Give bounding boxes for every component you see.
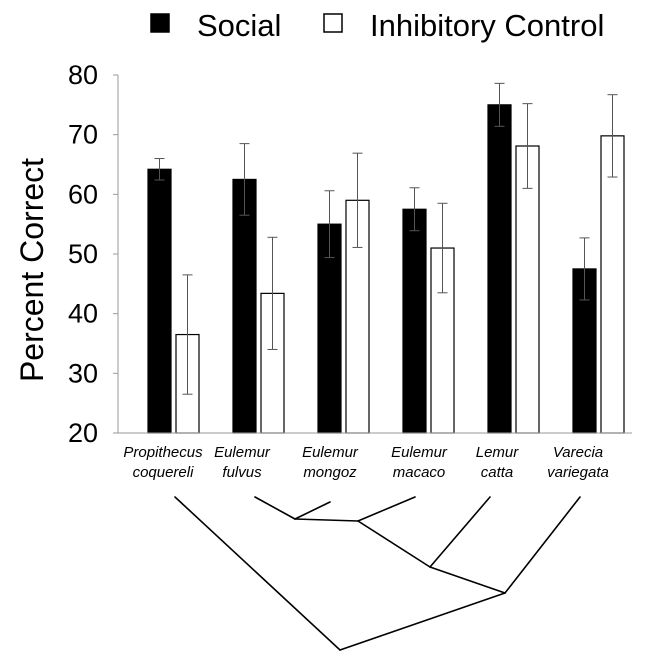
x-tick-label: Propithecus (123, 444, 203, 461)
x-tick-label: Lemur (476, 444, 520, 461)
x-tick-label: Eulemur (302, 444, 359, 461)
x-tick-label: mongoz (303, 464, 357, 481)
tree-branch (429, 566, 506, 594)
tree-branch (357, 520, 431, 568)
legend-swatch (323, 13, 343, 33)
bar (515, 145, 540, 434)
tree-branch (429, 496, 491, 568)
x-tick-label: catta (481, 464, 514, 481)
error-bars (154, 82, 618, 395)
bar (600, 135, 625, 434)
x-tick-label: coquereli (133, 464, 195, 481)
y-axis-label: Percent Correct (14, 158, 50, 382)
phylogenetic-tree (174, 496, 581, 651)
y-tick-label: 60 (68, 179, 98, 209)
y-tick-label: 40 (68, 299, 98, 329)
axes (117, 75, 632, 434)
x-tick-label: Eulemur (391, 444, 448, 461)
x-tick-label: Varecia (553, 444, 603, 461)
tree-branch (174, 496, 341, 651)
x-tick-label: macaco (393, 464, 446, 481)
tree-branch (254, 496, 296, 520)
y-tick-label: 80 (68, 60, 98, 90)
bar (487, 104, 512, 434)
tree-branch (504, 496, 581, 594)
legend-swatch (150, 13, 170, 33)
bar (232, 178, 257, 434)
y-tick-label: 20 (68, 418, 98, 448)
bars (147, 104, 625, 434)
x-tick-label: Eulemur (214, 444, 271, 461)
y-tick-label: 30 (68, 358, 98, 388)
legend-label: Social (197, 8, 281, 43)
bar (402, 208, 427, 434)
tree-branch (294, 518, 359, 522)
x-axis-ticks: Propithecus coquereli Eulemur fulvus Eulemur… (123, 444, 608, 481)
y-tick-label: 70 (68, 120, 98, 150)
y-tick-label: 50 (68, 239, 98, 269)
x-tick-label: fulvus (222, 464, 262, 481)
x-tick-label: variegata (547, 464, 609, 481)
tree-branch (294, 501, 331, 520)
tree-branch (339, 592, 506, 651)
tree-branch (357, 496, 416, 522)
bar (147, 168, 172, 434)
legend-label: Inhibitory Control (370, 8, 604, 43)
legend: Social Inhibitory Control (150, 8, 604, 43)
y-axis-ticks: 20 30 40 50 60 70 80 (68, 60, 118, 448)
